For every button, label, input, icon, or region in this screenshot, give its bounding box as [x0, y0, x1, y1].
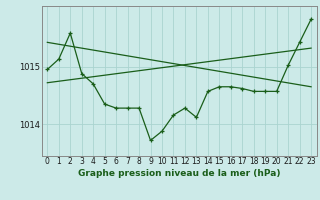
- X-axis label: Graphe pression niveau de la mer (hPa): Graphe pression niveau de la mer (hPa): [78, 169, 280, 178]
